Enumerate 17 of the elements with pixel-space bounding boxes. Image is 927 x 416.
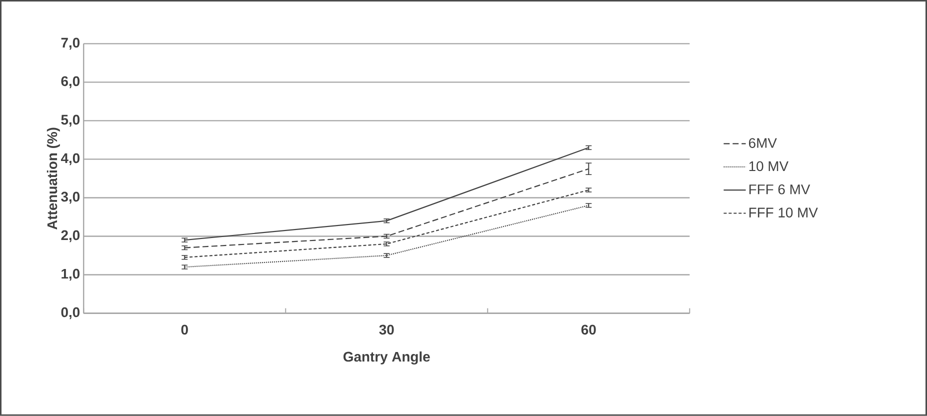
y-tick-label: 6,0 bbox=[61, 76, 80, 88]
y-tick-label: 0,0 bbox=[61, 307, 80, 320]
x-tick-label: 30 bbox=[379, 324, 394, 335]
x-tick-label: 60 bbox=[581, 324, 596, 335]
legend-label: FFF 6 MV bbox=[749, 184, 810, 194]
y-tick-label: 7,0 bbox=[61, 38, 80, 50]
legend-label: 6MV bbox=[748, 138, 777, 148]
y-tick-label: 2,0 bbox=[61, 230, 80, 242]
legend-label: FFF 10 MV bbox=[749, 208, 818, 218]
y-tick-label: 3,0 bbox=[61, 192, 80, 204]
x-tick-label: 0 bbox=[181, 324, 188, 335]
legend-label: 10 MV bbox=[749, 161, 788, 172]
y-tick-label: 4,0 bbox=[60, 153, 80, 166]
y-tick-label: 1,0 bbox=[62, 268, 80, 281]
x-axis-title: Gantry Angle bbox=[343, 352, 430, 365]
y-axis-title: Attenuation (%) bbox=[46, 128, 60, 230]
y-tick-label: 5,0 bbox=[61, 114, 80, 127]
